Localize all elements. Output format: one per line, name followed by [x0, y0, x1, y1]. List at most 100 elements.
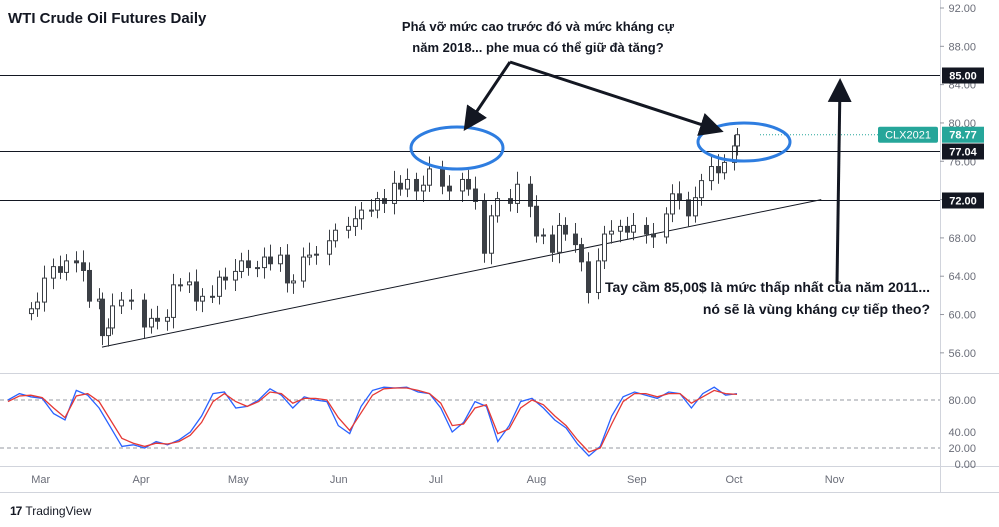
candle-body [301, 256, 306, 282]
candle-body [677, 193, 682, 201]
candle [87, 262, 92, 308]
candle-body [427, 168, 432, 186]
candle [541, 228, 546, 245]
y-tick-label: 88.00 [948, 41, 976, 53]
candle-body [440, 168, 445, 187]
candle-body [239, 260, 244, 272]
candle [278, 246, 283, 272]
candle [165, 309, 170, 331]
candle [482, 193, 487, 263]
candle-body [100, 298, 105, 337]
stochastic-layer [0, 386, 940, 457]
candle-body [664, 213, 669, 238]
candle-body [699, 180, 704, 199]
candle-body [210, 295, 215, 298]
candle-body [58, 266, 63, 273]
stoch-d-line [7, 387, 738, 453]
candle [392, 170, 397, 215]
candle-body [709, 166, 714, 182]
candle-body [722, 161, 727, 174]
candle-body [686, 199, 691, 217]
candle [473, 176, 478, 210]
candle [262, 247, 267, 279]
candle-body [346, 225, 351, 231]
candle [29, 302, 34, 321]
ticker-symbol-badge [878, 126, 938, 143]
candle-body [178, 284, 183, 287]
candle-body [200, 295, 205, 302]
candle-body [87, 269, 92, 302]
level-badge [942, 67, 984, 84]
candle-body [262, 256, 267, 269]
candle [314, 246, 319, 265]
candle [447, 175, 452, 201]
y-tick-label: 80.00 [948, 118, 976, 130]
candle-body [557, 224, 562, 253]
candle-body [74, 260, 79, 264]
stoch-k-line [7, 386, 738, 457]
candle-body [375, 198, 380, 211]
candle-body [398, 182, 403, 190]
candle-body [732, 145, 737, 163]
candle [110, 293, 115, 335]
candle-body [327, 240, 332, 255]
candle-body [194, 281, 199, 302]
ticker-symbol: CLX2021 [885, 130, 931, 142]
candle [246, 249, 251, 276]
level-badge-label: 77.04 [949, 147, 977, 159]
annotation-top-line-1: Phá vỡ mức cao trước đó và mức kháng cự [401, 19, 675, 34]
candle-body [155, 317, 160, 322]
candles-layer [29, 128, 740, 347]
candle-body [165, 316, 170, 322]
candle [200, 288, 205, 313]
candle-body [382, 198, 387, 204]
candle [421, 175, 426, 202]
candle [74, 251, 79, 273]
candle-body [405, 178, 410, 190]
candle [142, 293, 147, 338]
candle [489, 204, 494, 265]
candle [664, 207, 669, 244]
candle [579, 237, 584, 272]
candle [670, 184, 675, 223]
x-tick-label: Apr [133, 474, 150, 486]
candle [550, 225, 555, 262]
candle [515, 171, 520, 213]
candle-body [644, 224, 649, 235]
candle-body [460, 178, 465, 192]
candle [223, 267, 228, 290]
candle-body [541, 234, 546, 237]
arrow-to-july-high [463, 61, 512, 131]
candle-body [735, 134, 740, 147]
candle-body [359, 209, 364, 220]
candle-body [466, 178, 471, 190]
stoch-tick-label: 80.00 [948, 395, 976, 407]
candle [460, 172, 465, 202]
candle [155, 305, 160, 330]
candle-body [29, 308, 34, 315]
candle [625, 216, 630, 239]
candle-body [171, 284, 176, 318]
candle [677, 181, 682, 210]
candle [171, 273, 176, 329]
tradingview-brand[interactable]: 17 TradingView [10, 504, 91, 518]
candle [398, 175, 403, 196]
candle [129, 289, 134, 310]
candle [359, 201, 364, 230]
candle-body [129, 299, 134, 302]
trendline [101, 199, 822, 348]
candle-body [716, 166, 721, 174]
candle-body [353, 218, 358, 227]
highlight-circle-october-high [696, 121, 792, 163]
y-tick-label: 68.00 [948, 233, 976, 245]
candle [194, 269, 199, 311]
candle-body [142, 299, 147, 328]
candle [686, 191, 691, 227]
candle-body [631, 224, 636, 233]
candle [307, 242, 312, 266]
x-tick-label: Aug [527, 474, 547, 486]
candle [268, 244, 273, 271]
candle [651, 223, 656, 248]
candle-body [573, 233, 578, 246]
